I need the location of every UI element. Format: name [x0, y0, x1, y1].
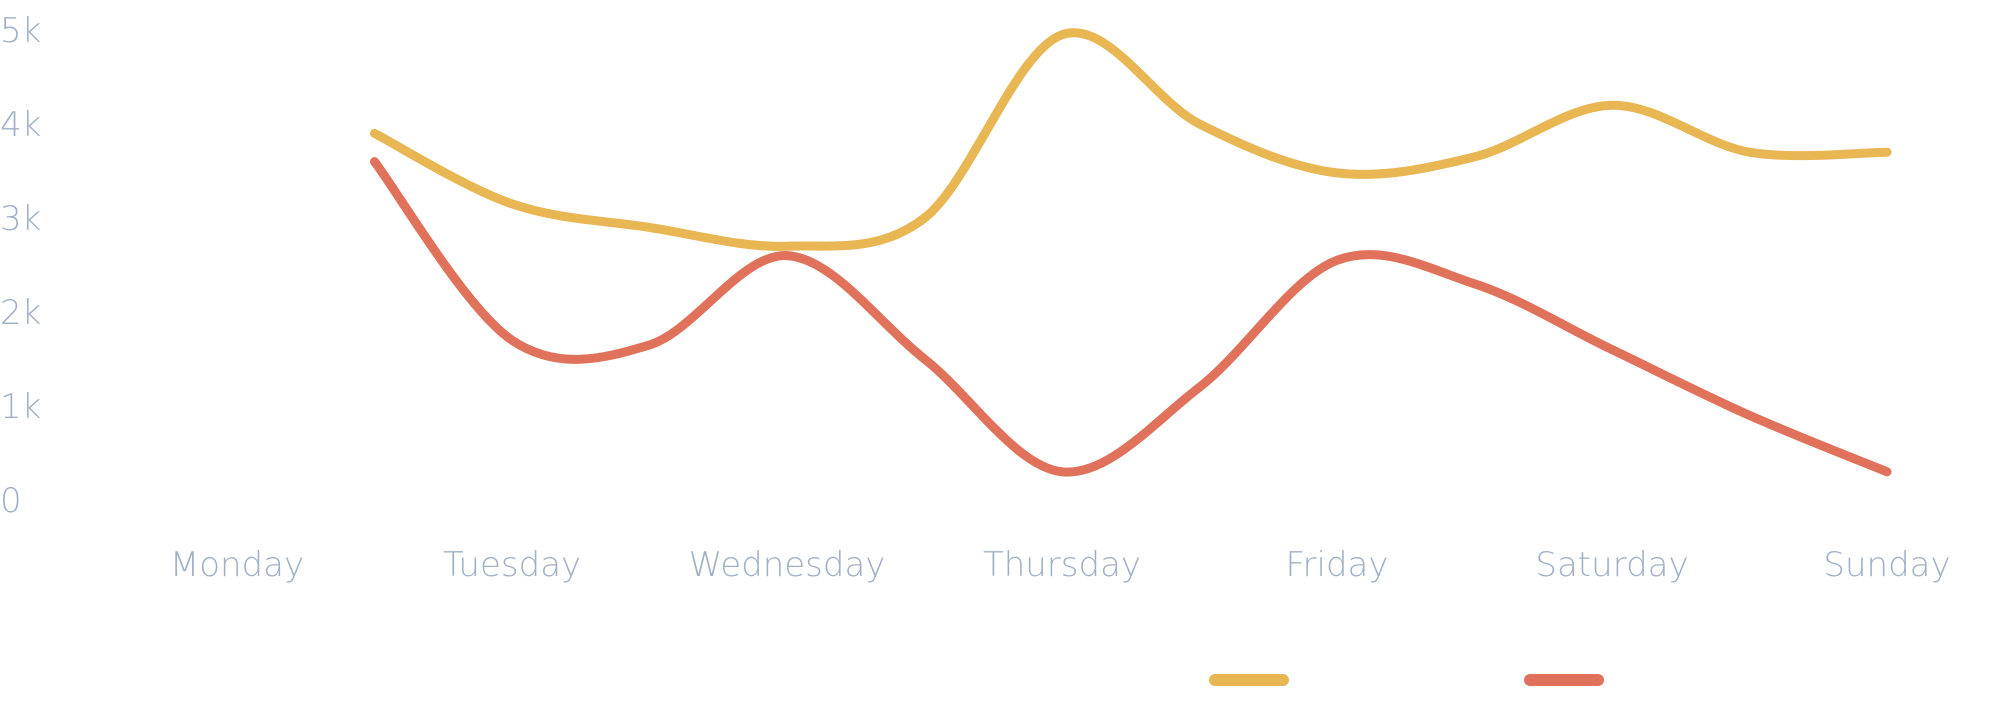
y-tick-label: 1k	[0, 387, 41, 427]
series-line-1	[370, 28, 1892, 251]
x-tick-label: Tuesday	[443, 545, 581, 585]
y-tick-label: 4k	[0, 105, 41, 145]
x-tick-label: Sunday	[1823, 545, 1950, 585]
y-tick-label: 3k	[0, 199, 41, 239]
y-tick-label: 0	[0, 481, 22, 521]
y-tick-label: 2k	[0, 293, 41, 333]
series-line-2	[370, 157, 1892, 477]
x-tick-label: Saturday	[1535, 545, 1688, 585]
x-tick-label: Thursday	[983, 545, 1141, 585]
y-tick-label: 5k	[0, 11, 41, 51]
x-tick-label: Monday	[170, 545, 304, 585]
y-axis: 0 1k 2k 3k 4k 5k	[0, 11, 41, 521]
x-tick-label: Wednesday	[689, 545, 886, 585]
x-tick-label: Friday	[1285, 545, 1388, 585]
x-axis: Monday Tuesday Wednesday Thursday Friday Satu…	[170, 545, 1951, 585]
plot-area	[370, 28, 1892, 477]
